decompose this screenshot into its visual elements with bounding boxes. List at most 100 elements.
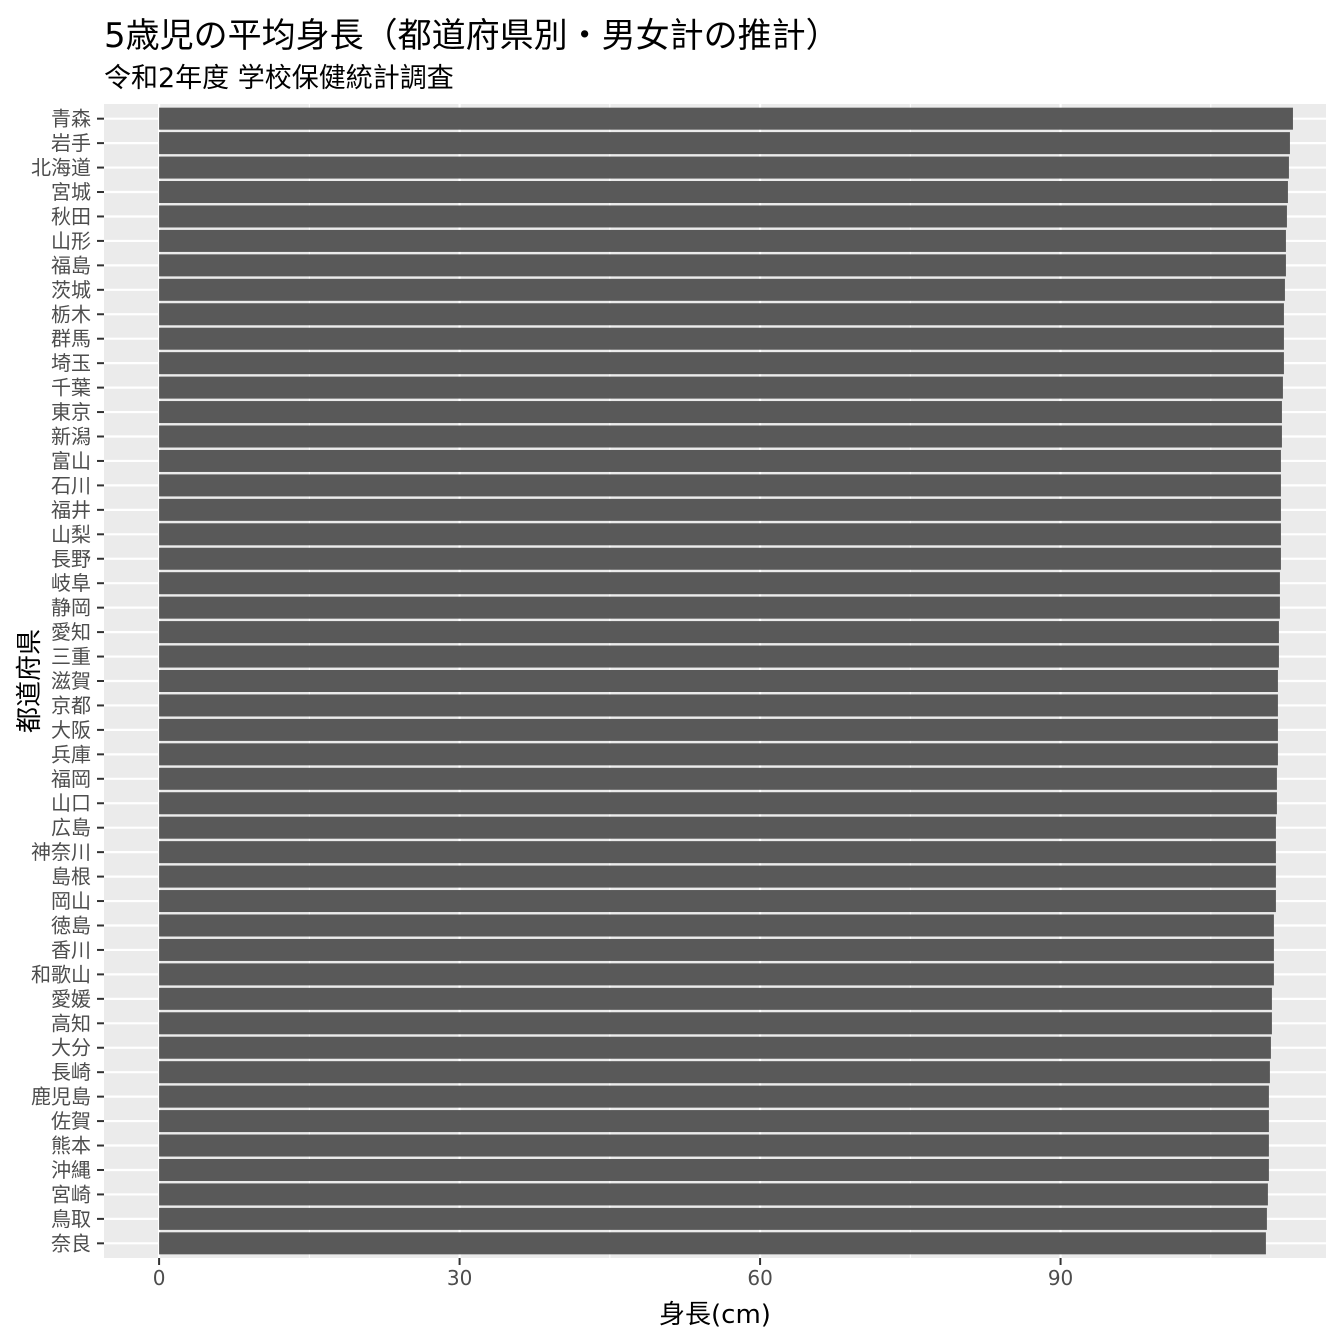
- y-tick-label: 兵庫: [51, 742, 91, 766]
- y-tick-label: 山口: [51, 791, 91, 815]
- bar-栃木: [159, 303, 1284, 326]
- y-tick-label: 沖縄: [51, 1158, 91, 1182]
- y-tick-label: 愛知: [51, 620, 91, 644]
- y-axis-title: 都道府県: [15, 629, 45, 733]
- bar-香川: [159, 938, 1274, 961]
- y-tick-label: 佐賀: [51, 1109, 91, 1133]
- bars: [159, 107, 1293, 1255]
- y-tick-label: 東京: [51, 400, 91, 424]
- bar-高知: [159, 1012, 1272, 1035]
- bar-福島: [159, 254, 1286, 277]
- y-tick-label: 高知: [51, 1011, 91, 1035]
- y-tick-label: 長野: [51, 547, 91, 571]
- bar-岡山: [159, 890, 1276, 913]
- bar-長崎: [159, 1061, 1270, 1084]
- bar-京都: [159, 694, 1278, 717]
- y-tick-label: 栃木: [51, 302, 91, 326]
- y-tick-label: 奈良: [51, 1231, 91, 1255]
- bar-愛媛: [159, 987, 1272, 1010]
- x-tick-label: 60: [747, 1266, 772, 1290]
- y-tick-label: 福岡: [51, 767, 91, 791]
- y-tick-label: 秋田: [51, 204, 91, 228]
- bar-三重: [159, 645, 1279, 668]
- y-tick-label: 群馬: [51, 327, 91, 351]
- y-tick-label: 新潟: [51, 425, 91, 449]
- bar-新潟: [159, 425, 1282, 448]
- bar-北海道: [159, 156, 1289, 179]
- bar-島根: [159, 865, 1276, 888]
- y-tick-label: 静岡: [51, 596, 91, 620]
- y-tick-label: 三重: [51, 645, 91, 669]
- chart-title: 5歳児の平均身長（都道府県別・男女計の推計）: [104, 16, 840, 56]
- bar-神奈川: [159, 841, 1276, 864]
- bar-静岡: [159, 596, 1280, 619]
- bar-奈良: [159, 1232, 1266, 1255]
- y-tick-label: 神奈川: [31, 840, 91, 864]
- y-tick-label: 鳥取: [51, 1207, 91, 1231]
- y-tick-label: 宮城: [51, 180, 91, 204]
- bar-埼玉: [159, 352, 1284, 375]
- y-tick-label: 富山: [51, 449, 91, 473]
- y-tick-label: 鹿児島: [31, 1085, 91, 1109]
- bar-富山: [159, 449, 1281, 472]
- y-tick-label: 滋賀: [51, 669, 91, 693]
- bar-佐賀: [159, 1110, 1269, 1133]
- y-tick-label: 宮崎: [51, 1182, 91, 1206]
- y-tick-label: 熊本: [51, 1134, 91, 1158]
- bar-愛知: [159, 621, 1279, 644]
- bar-鹿児島: [159, 1085, 1269, 1108]
- bar-熊本: [159, 1134, 1269, 1157]
- bar-福岡: [159, 767, 1277, 790]
- bar-宮城: [159, 181, 1288, 204]
- bar-沖縄: [159, 1158, 1269, 1181]
- bar-兵庫: [159, 743, 1278, 766]
- chart-subtitle: 令和2年度 学校保健統計調査: [104, 63, 454, 94]
- y-tick-label: 和歌山: [31, 962, 91, 986]
- x-tick-label: 0: [153, 1266, 166, 1290]
- bar-山形: [159, 229, 1286, 252]
- y-tick-label: 茨城: [51, 278, 91, 302]
- y-tick-label: 大阪: [51, 718, 91, 742]
- y-tick-label: 岩手: [51, 131, 91, 155]
- bar-大阪: [159, 718, 1278, 741]
- y-tick-label: 広島: [51, 816, 91, 840]
- y-tick-label: 岐阜: [51, 571, 91, 595]
- x-tick-label: 90: [1048, 1266, 1073, 1290]
- bar-広島: [159, 816, 1276, 839]
- bar-滋賀: [159, 669, 1278, 693]
- bar-茨城: [159, 278, 1285, 301]
- y-tick-label: 福島: [51, 253, 91, 277]
- bar-千葉: [159, 376, 1283, 399]
- bar-東京: [159, 401, 1282, 424]
- x-axis: 0 30 60 90: [153, 1258, 1073, 1290]
- bar-徳島: [159, 914, 1274, 937]
- y-tick-label: 石川: [51, 473, 91, 497]
- x-tick-label: 30: [447, 1266, 472, 1290]
- bar-岐阜: [159, 572, 1280, 595]
- bar-和歌山: [159, 963, 1274, 986]
- bar-長野: [159, 547, 1281, 570]
- y-tick-label: 京都: [51, 693, 91, 717]
- y-tick-label: 千葉: [51, 376, 91, 400]
- bar-岩手: [159, 132, 1290, 155]
- y-tick-label: 大分: [51, 1036, 91, 1060]
- y-tick-label: 徳島: [51, 913, 91, 937]
- bar-大分: [159, 1036, 1271, 1059]
- bar-石川: [159, 474, 1281, 497]
- bar-鳥取: [159, 1207, 1267, 1230]
- bar-秋田: [159, 205, 1287, 228]
- x-axis-title: 身長(cm): [659, 1300, 771, 1330]
- y-tick-label: 山梨: [51, 522, 91, 546]
- y-tick-label: 福井: [51, 498, 91, 522]
- bar-群馬: [159, 327, 1284, 350]
- y-tick-label: 島根: [51, 865, 91, 889]
- y-tick-label: 青森: [51, 107, 91, 131]
- bar-宮崎: [159, 1183, 1268, 1206]
- y-tick-label: 長崎: [51, 1060, 91, 1084]
- bar-山口: [159, 792, 1277, 815]
- y-tick-label: 山形: [51, 229, 91, 253]
- y-tick-label: 北海道: [31, 156, 91, 180]
- bar-福井: [159, 498, 1281, 521]
- y-tick-label: 香川: [51, 938, 91, 962]
- bar-山梨: [159, 523, 1281, 546]
